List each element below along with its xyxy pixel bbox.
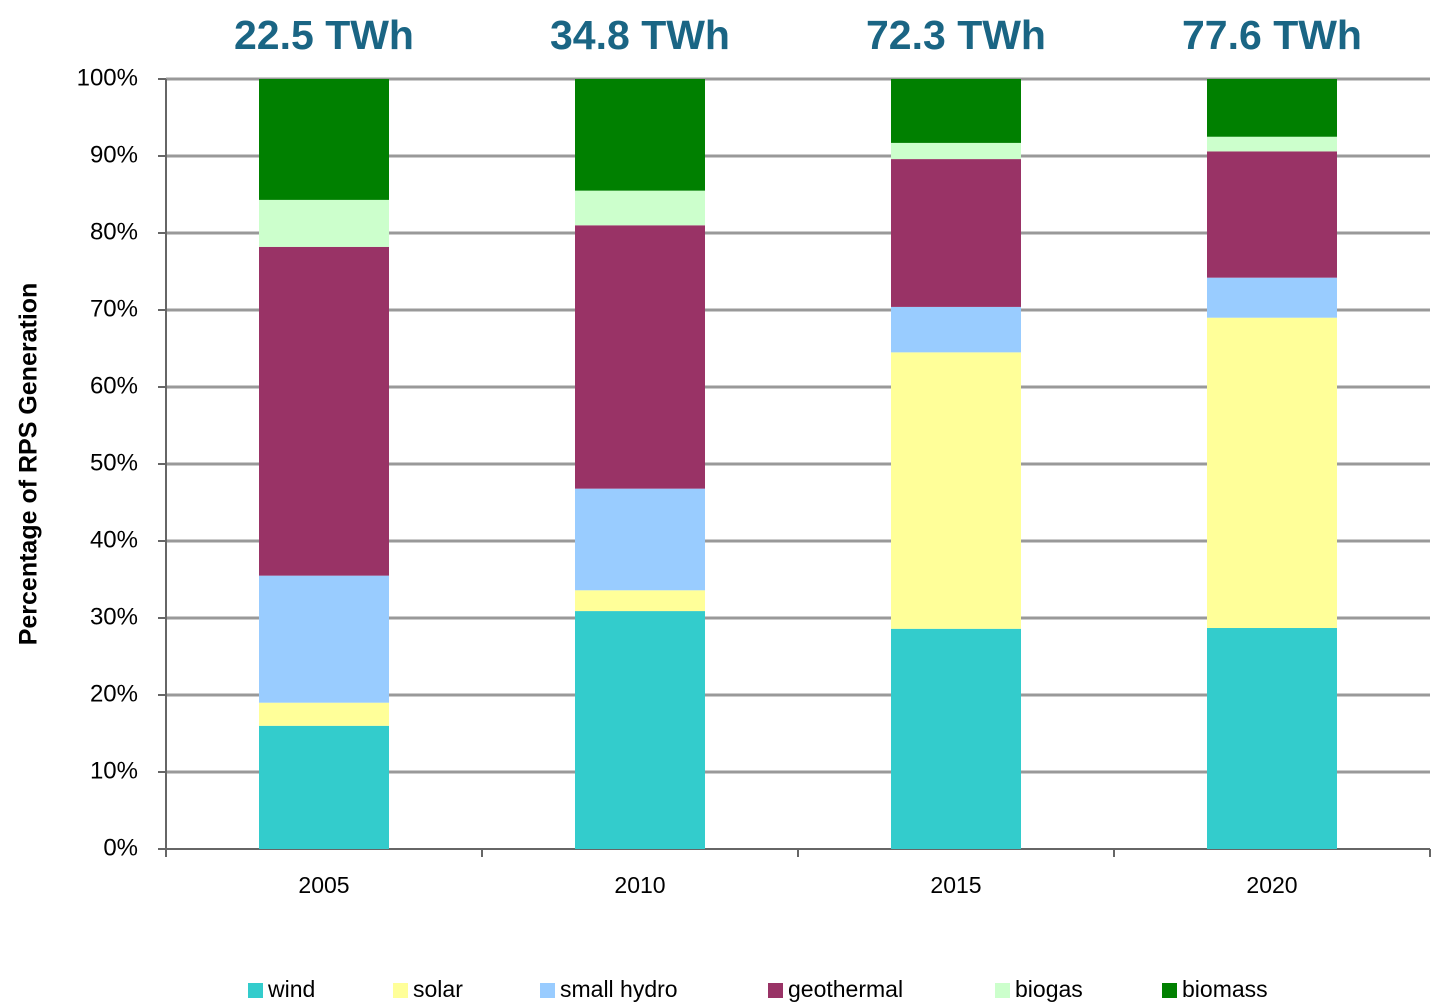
bar-segment bbox=[575, 611, 705, 849]
y-tick-label: 0% bbox=[103, 834, 138, 861]
y-tick-label: 70% bbox=[90, 295, 138, 322]
legend-swatch bbox=[1162, 983, 1177, 998]
bar-segment bbox=[259, 575, 389, 703]
bar-segment bbox=[891, 142, 1021, 160]
legend-label: wind bbox=[267, 976, 315, 1002]
bar-segment bbox=[259, 199, 389, 247]
bar-segment bbox=[259, 246, 389, 576]
legend-label: biomass bbox=[1182, 976, 1268, 1002]
bar-segment bbox=[575, 488, 705, 591]
bar-segment bbox=[1207, 628, 1337, 849]
legend-label: biogas bbox=[1015, 976, 1083, 1002]
bar-segment bbox=[259, 725, 389, 849]
bar-segment bbox=[1207, 79, 1337, 137]
bar-segment bbox=[1207, 317, 1337, 629]
total-annotation: 34.8 TWh bbox=[550, 12, 730, 58]
y-tick-label: 60% bbox=[90, 372, 138, 399]
x-tick-label: 2020 bbox=[1246, 872, 1297, 898]
bar-segment bbox=[575, 79, 705, 191]
bar-segment bbox=[1207, 277, 1337, 318]
bar-segment bbox=[575, 225, 705, 489]
x-tick-label: 2005 bbox=[298, 872, 349, 898]
bar-segment bbox=[1207, 136, 1337, 152]
y-tick-label: 50% bbox=[90, 449, 138, 476]
total-annotation: 77.6 TWh bbox=[1182, 12, 1362, 58]
y-tick-label: 30% bbox=[90, 603, 138, 630]
total-annotation: 72.3 TWh bbox=[866, 12, 1046, 58]
bar-segment bbox=[891, 159, 1021, 307]
bar-segment bbox=[891, 628, 1021, 849]
bar-segment bbox=[575, 590, 705, 612]
y-tick-label: 100% bbox=[77, 64, 138, 91]
y-axis-title: Percentage of RPS Generation bbox=[15, 283, 43, 646]
total-annotation: 22.5 TWh bbox=[234, 12, 414, 58]
legend-label: solar bbox=[413, 976, 463, 1002]
bar-segment bbox=[575, 190, 705, 226]
bar-segment bbox=[259, 702, 389, 726]
x-tick-label: 2015 bbox=[930, 872, 981, 898]
bar-segment bbox=[891, 79, 1021, 143]
legend-swatch bbox=[248, 983, 263, 998]
y-tick-label: 20% bbox=[90, 680, 138, 707]
bar-segment bbox=[891, 352, 1021, 629]
legend-swatch bbox=[540, 983, 555, 998]
legend-label: small hydro bbox=[560, 976, 678, 1002]
y-tick-label: 40% bbox=[90, 526, 138, 553]
legend-swatch bbox=[393, 983, 408, 998]
y-tick-label: 90% bbox=[90, 141, 138, 168]
legend-swatch bbox=[768, 983, 783, 998]
y-tick-label: 10% bbox=[90, 757, 138, 784]
bar-segment bbox=[891, 306, 1021, 353]
bar-segment bbox=[1207, 151, 1337, 278]
legend-swatch bbox=[995, 983, 1010, 998]
y-tick-label: 80% bbox=[90, 218, 138, 245]
x-tick-label: 2010 bbox=[614, 872, 665, 898]
legend-label: geothermal bbox=[788, 976, 903, 1002]
bar-segment bbox=[259, 79, 389, 200]
